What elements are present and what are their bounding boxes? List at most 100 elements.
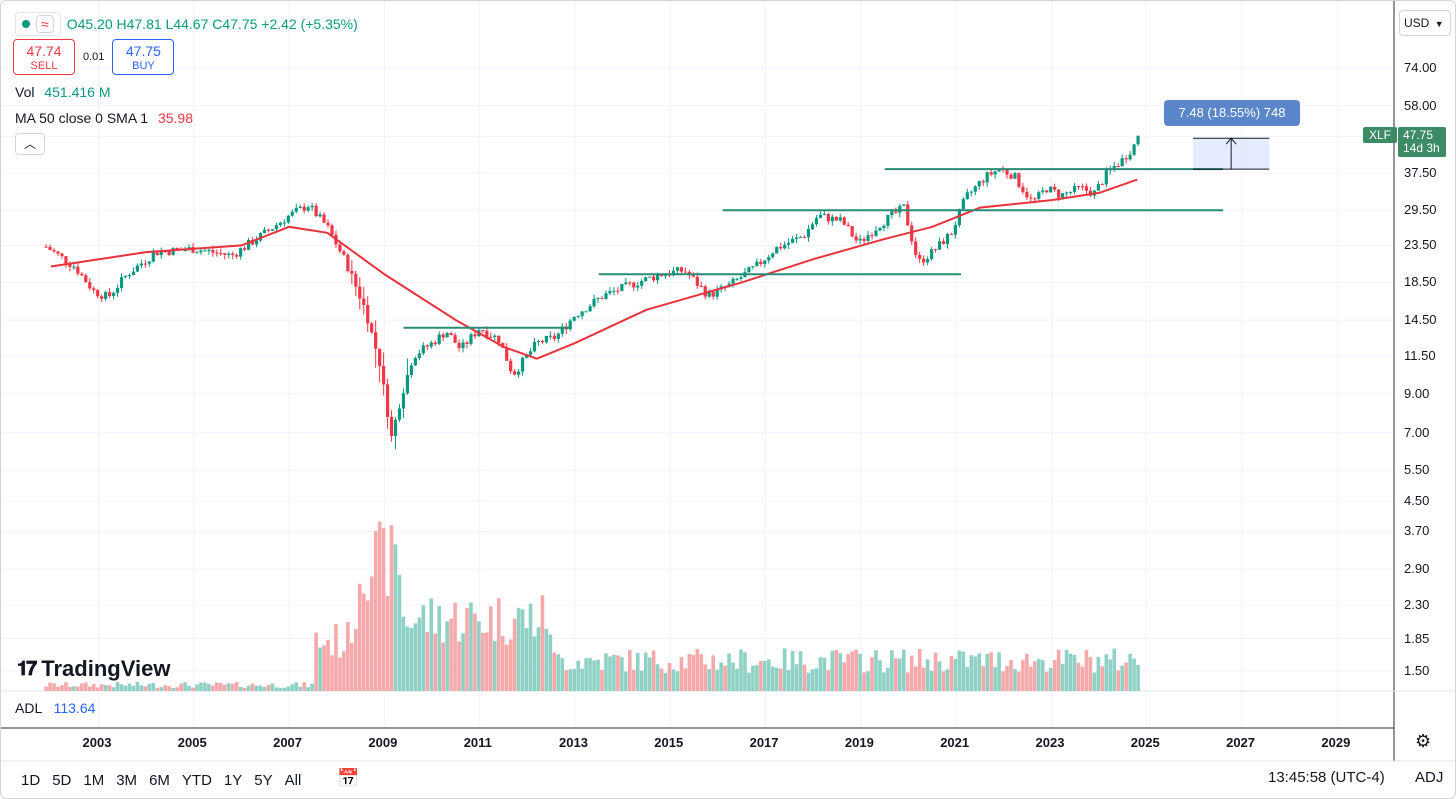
buy-button[interactable]: 47.75 BUY [112,39,175,75]
candle-body [409,365,414,376]
candle-body [270,229,275,231]
candle-body [648,276,652,278]
range-5y[interactable]: 5Y [254,772,273,789]
volume-bar [631,669,636,691]
sell-button[interactable]: 47.74 SELL [13,39,75,75]
currency-selector[interactable]: USD ▼ [1399,10,1451,36]
candle-body [620,283,624,291]
volume-bar [131,685,136,691]
candle-body [794,237,799,239]
candle-body [822,214,826,216]
candle-body [683,271,687,273]
measure-label[interactable]: 7.48 (18.55%) 748 [1164,100,1300,126]
candle-body [1100,184,1104,186]
candle-body [401,393,406,409]
clock[interactable]: 13:45:58 (UTC-4) [1268,769,1385,786]
candle-body [358,286,362,299]
volume-bar [532,636,537,691]
candle-body [759,261,763,265]
candle-body [131,271,136,276]
volume-bar [123,685,128,691]
range-1y[interactable]: 1Y [223,772,243,789]
range-5d[interactable]: 5D [52,772,72,789]
volume-bar [262,687,267,691]
candle-body [282,222,286,224]
time-tick-label: 2009 [368,735,398,750]
price-tick-label: 9.00 [1404,385,1430,401]
volume-bar [409,627,414,691]
candle-body [509,360,513,372]
volume-bar [457,641,461,691]
symbol-status[interactable]: ≈ [15,12,61,36]
volume-bar [1001,671,1005,691]
candle-body [465,342,469,345]
candle-body [1128,154,1132,160]
range-6m[interactable]: 6M [149,772,170,789]
candle-body [461,342,465,349]
candle-body [588,306,592,312]
volume-bar [1005,666,1009,691]
volume-bar [544,628,549,691]
volume-bar [274,687,279,691]
candle-body [1049,186,1053,193]
candle-body [1136,135,1140,145]
volume-bar [743,652,747,691]
volume-bar [997,652,1001,691]
volume-bar [548,634,553,691]
candle-body [108,292,112,296]
range-1d[interactable]: 1D [21,772,41,789]
volume-bar [878,660,882,691]
candle-body [84,275,88,283]
volume-bar [850,651,854,691]
candle-body [354,273,358,287]
time-tick-label: 2015 [654,735,684,750]
candle-body [556,333,560,339]
volume-bar [334,624,338,691]
volume-bar [234,682,239,691]
calendar-icon[interactable]: 📅 [337,768,360,788]
volume-bar [250,683,255,691]
candle-body [1021,186,1025,192]
volume-bar [985,653,989,691]
volume-bar [413,623,418,691]
volume-bar [894,658,898,691]
time-tick-label: 2023 [1035,735,1065,750]
volume-bar [421,605,426,691]
trade-panel: 47.74 SELL 0.01 47.75 BUY [13,39,175,75]
range-3m[interactable]: 3M [116,772,138,789]
volume-bar [616,655,620,691]
tradingview-logo[interactable]: 𝟏𝟕 TradingView [17,656,170,682]
adl-legend[interactable]: ADL 113.64 [15,700,95,716]
volume-bar [639,670,644,691]
candle-body [874,230,878,236]
ohlc-legend[interactable]: ≈ O45.20 H47.81 L44.67 C47.75 +2.42 (+5.… [15,12,358,36]
candle-body [147,261,151,264]
volume-bar [369,576,374,691]
gear-icon[interactable]: ⚙ [1415,731,1432,751]
volume-legend[interactable]: Vol 451.416 M [15,84,111,100]
price-tick-label: 5.50 [1404,462,1430,478]
range-1m[interactable]: 1M [83,772,105,789]
candle-body [366,305,370,324]
candle-body [751,266,755,268]
candle-body [1033,198,1037,200]
volume-bar [981,666,986,691]
volume-bar [508,639,513,691]
volume-bar [576,660,580,691]
volume-bar [1096,657,1101,691]
candle-body [989,172,993,175]
candle-body [926,259,930,263]
volume-bar [354,629,358,691]
adj-toggle[interactable]: ADJ [1415,769,1444,786]
candle-body [604,293,608,299]
range-all[interactable]: All [284,772,302,789]
volume-bar [794,664,799,691]
candle-body [675,267,680,271]
range-ytd[interactable]: YTD [181,772,212,789]
candle-body [886,214,890,226]
volume-bar [266,684,271,691]
ma-legend[interactable]: MA 50 close 0 SMA 1 35.98 [15,110,193,126]
collapse-legend-button[interactable]: ︿ [15,133,45,155]
candle-body [592,298,596,307]
